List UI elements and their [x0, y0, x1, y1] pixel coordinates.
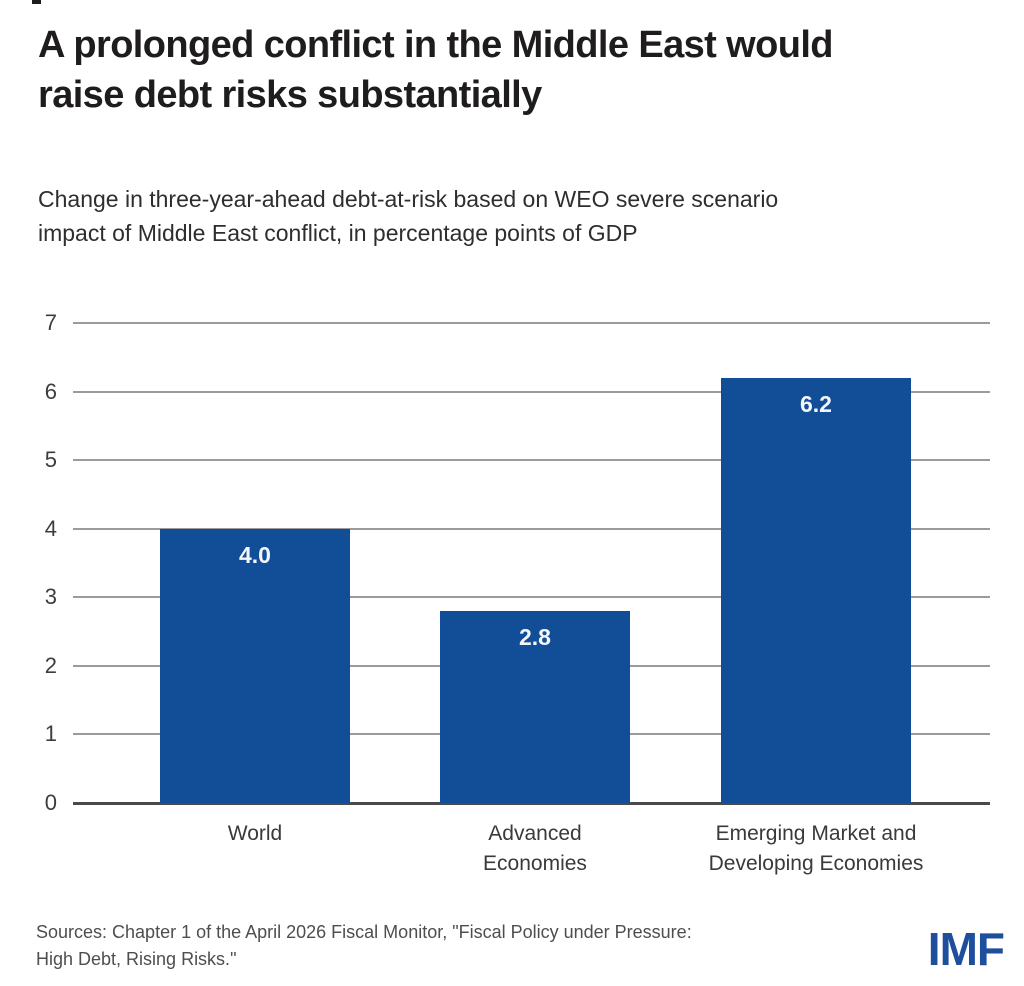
chart-subtitle: Change in three-year-ahead debt-at-risk …	[38, 182, 998, 250]
gridline	[73, 596, 990, 599]
y-tick-label: 6	[44, 378, 57, 404]
bar-2: 2.8	[440, 611, 630, 803]
source-note-line-2: High Debt, Rising Risks."	[36, 949, 237, 969]
bar-value-label: 6.2	[800, 390, 832, 417]
gridline	[73, 322, 990, 324]
y-tick-label: 1	[44, 721, 57, 747]
source-note-line-1: Sources: Chapter 1 of the April 2026 Fis…	[36, 922, 692, 942]
imf-logo: IMF	[927, 923, 1005, 975]
gridline	[73, 390, 990, 393]
bar-value-label: 4.0	[239, 541, 271, 568]
page-title-line-2: raise debt risks substantially	[38, 74, 542, 116]
x-category-label: Emerging Market and Developing Economies	[708, 822, 924, 875]
x-category-label: Advanced Economies	[483, 822, 587, 875]
bar-1: 4.0	[160, 528, 350, 803]
source-note: Sources: Chapter 1 of the April 2026 Fis…	[36, 919, 856, 973]
gridline	[73, 527, 990, 530]
x-category-label: World	[227, 822, 283, 845]
y-tick-label: 7	[44, 310, 57, 335]
y-tick-label: 5	[44, 447, 57, 473]
y-tick-label: 3	[44, 584, 57, 610]
chart-subtitle-line-2: impact of Middle East conflict, in perce…	[38, 220, 638, 246]
bar-value-label: 2.8	[519, 624, 551, 650]
crop-artifact-mark	[32, 0, 41, 4]
y-tick-label: 2	[44, 652, 57, 678]
page-title: A prolonged conflict in the Middle East …	[38, 20, 988, 120]
y-tick-label: 4	[44, 515, 57, 541]
page-title-line-1: A prolonged conflict in the Middle East …	[38, 24, 834, 66]
gridline	[73, 459, 990, 462]
plot-area: 0 1 2 3 4 5 6 7 4.0 World 2.8 Advanced Economies 6.2…	[45, 310, 990, 875]
y-tick-label: 0	[44, 790, 57, 815]
chart-subtitle-line-1: Change in three-year-ahead debt-at-risk …	[38, 186, 779, 212]
bar-3: 6.2	[721, 377, 911, 803]
x-axis-line	[73, 802, 990, 805]
